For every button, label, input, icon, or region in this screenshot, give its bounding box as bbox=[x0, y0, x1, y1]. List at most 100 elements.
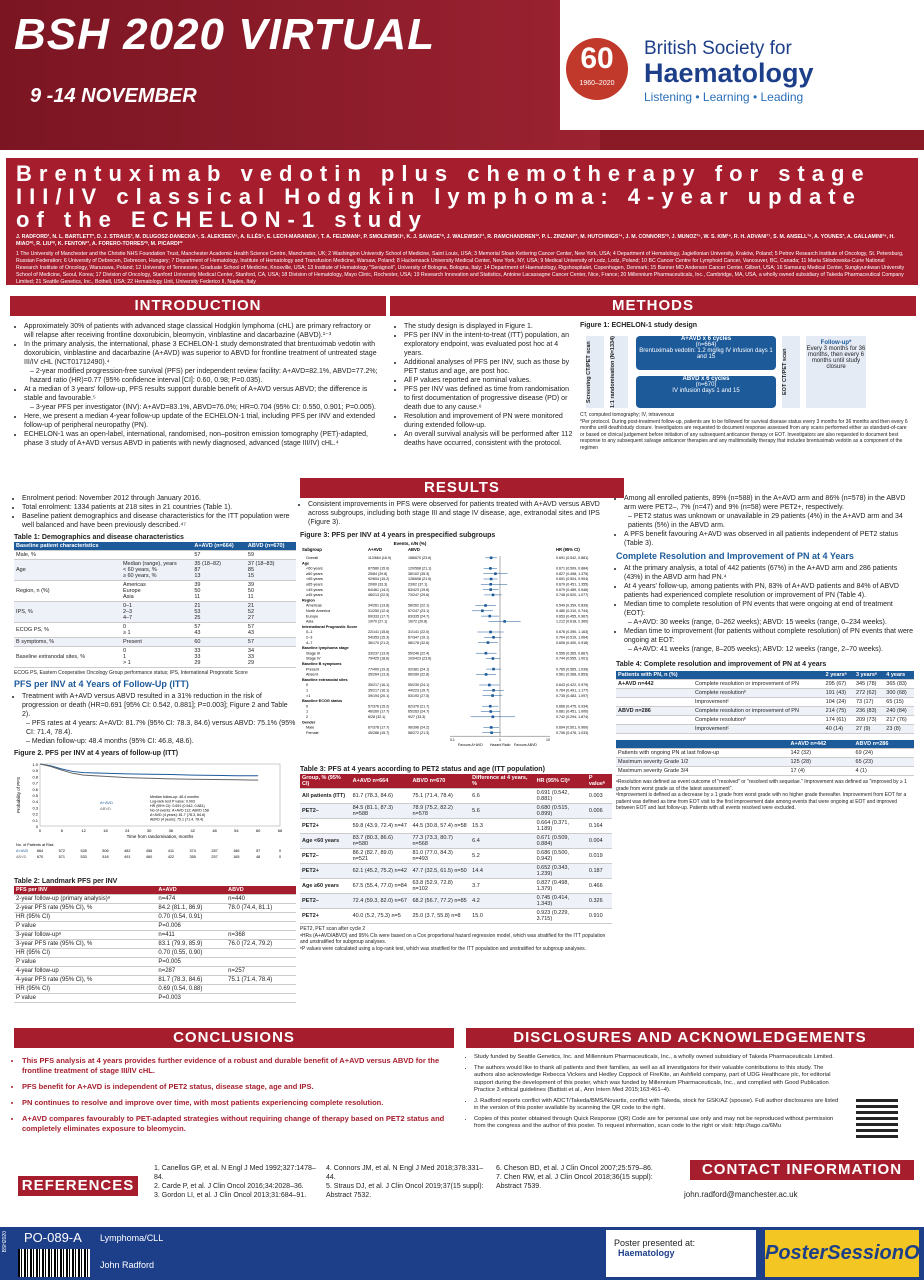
forest-row-label: 1 bbox=[306, 689, 308, 693]
table-row: Maximum severity Grade 1/2 125 (28) 65 (23… bbox=[616, 757, 914, 767]
table-cell: 0.664 (0.371, 1.189) bbox=[534, 818, 587, 834]
methods-item: An overall survival analysis will be per… bbox=[404, 430, 576, 448]
forest-hr: 0.556 (0.365, 0.867) bbox=[556, 651, 588, 655]
table-cell: n=411 bbox=[156, 930, 227, 940]
table-row: Age ≥60 years 67.5 (55.4, 77.0) n=84 63.8 … bbox=[300, 878, 612, 894]
qr-code[interactable] bbox=[856, 1096, 898, 1138]
forest-row-label: 0 bbox=[306, 683, 308, 687]
pn-item: – A+AVD: 30 weeks (range, 0–262 weeks); … bbox=[628, 619, 887, 626]
logo-line1: British Society for bbox=[644, 38, 792, 59]
forest-row-label: Male bbox=[306, 726, 314, 730]
km-risk-a: 482 bbox=[124, 849, 130, 853]
pfs-item: Treatment with A+AVD versus ABVD resulte… bbox=[22, 692, 296, 719]
forest-hr: 0.744 (0.555, 1.001) bbox=[556, 657, 588, 661]
references-col1: 1. Canellos GP, et al. N Engl J Med 1992… bbox=[154, 1164, 318, 1200]
table-row: Age <60 years 83.7 (80.3, 86.6) n=580 77.3… bbox=[300, 833, 612, 849]
forest-abvd: 44/223 (19.7) bbox=[408, 689, 429, 693]
km-risk-row-label: A+AVD bbox=[16, 849, 29, 853]
km-y-label: Probability of PFS bbox=[16, 777, 21, 813]
table-header-cell: ABVD n=670 bbox=[410, 774, 471, 789]
table-cell: n=257 bbox=[226, 966, 296, 976]
km-y-tick: 0.8 bbox=[32, 774, 38, 779]
table-row: PET2+ 62.1 (45.2, 75.2) n=42 47.7 (32.5, 6… bbox=[300, 863, 612, 879]
table-cell: 86.2 (82.7, 89.0) n=521 bbox=[350, 848, 411, 864]
table-cell: 295 (67) bbox=[823, 679, 854, 689]
table-cell: 2-year follow-up (primary analysis)ᵃ bbox=[14, 894, 157, 904]
table-cell: Age bbox=[14, 559, 121, 581]
table-cell: PET2– bbox=[300, 893, 351, 909]
conclusions-heading: CONCLUSIONS bbox=[14, 1028, 454, 1048]
table-cell: 5.2 bbox=[470, 848, 535, 864]
forest-abvd: 58/178 (32.6) bbox=[408, 641, 429, 645]
table-header-cell: Patients with PN, n (%) bbox=[616, 671, 693, 680]
forest-point bbox=[491, 657, 495, 660]
table1-title: Table 1: Demographics and disease charac… bbox=[14, 534, 184, 541]
presented-at-box: Poster presented at: Haematology bbox=[606, 1230, 756, 1277]
km-x-tick: 24 bbox=[125, 828, 130, 833]
forest-row-label: Region bbox=[302, 598, 316, 602]
pn-subheading: Complete Resolution and Improvement of P… bbox=[616, 551, 854, 561]
km-risk-b: 48 bbox=[256, 855, 260, 859]
forest-point bbox=[491, 593, 495, 597]
forest-aavd: 87/580 (15.0) bbox=[368, 567, 389, 571]
forest-aavd: 57/376 (15.2) bbox=[368, 704, 389, 708]
km-stats-line: ABVD (4 years): 75.1 (71.4, 78.4) bbox=[150, 818, 203, 822]
forest-hr: 0.666 (0.475, 0.934) bbox=[556, 704, 588, 708]
km-risk-b: 491 bbox=[124, 855, 130, 859]
reference-item: 2. Carde P, et al. J Clin Oncol 2016;34:… bbox=[154, 1183, 304, 1190]
table-cell: 44.5 (30.8, 57.4) n=58 bbox=[410, 818, 471, 834]
forest-aavd: 25/84 (29.8) bbox=[368, 572, 387, 576]
forest-aavd: 39/194 (20.1) bbox=[368, 694, 389, 698]
table-cell: 0.910 bbox=[586, 908, 612, 924]
forest-row-label: Americas bbox=[306, 604, 322, 608]
table-row: 2-year follow-up (primary analysis)ᵃ n=47… bbox=[14, 894, 296, 904]
table-cell: 214 (75) bbox=[823, 706, 854, 716]
forest-abvd: 128/608 (21.0) bbox=[408, 577, 431, 581]
table-header-cell: A+AVD (n=664) bbox=[192, 542, 246, 551]
banner-background bbox=[0, 0, 600, 150]
forest-row-label: Stage IV bbox=[306, 657, 321, 661]
table-cell: Present bbox=[120, 637, 193, 647]
poster-title-block: Brentuximab vedotin plus chemotherapy fo… bbox=[6, 158, 918, 285]
figure2-title: Figure 2. PFS per INV at 4 years of foll… bbox=[14, 750, 179, 757]
intro-item: In the primary analysis, the internation… bbox=[24, 340, 382, 367]
table-row: 3-year follow-upᵃ n=411 n=368 bbox=[14, 930, 296, 940]
contact-email[interactable]: john.radford@manchester.ac.uk bbox=[684, 1190, 798, 1199]
forest-abvd: 9/27 (33.3) bbox=[408, 715, 425, 719]
table-cell: 83.7 (80.3, 86.6) n=580 bbox=[350, 833, 411, 849]
table1-note: ECOG PS, Eastern Cooperative Oncology Gr… bbox=[14, 670, 248, 676]
logo-tagline: Listening • Learning • Leading bbox=[644, 90, 804, 104]
congress-title: BSH 2020 VIRTUAL bbox=[14, 10, 436, 59]
forest-row-label: Baseline lymphoma stage bbox=[302, 646, 349, 650]
table-header-cell bbox=[120, 542, 193, 551]
forest-row-label: <45 years bbox=[306, 588, 323, 592]
table3: Group, % (95% CI) A+AVD n=664 ABVD n=670 Di… bbox=[300, 774, 612, 924]
arm-b-box: ABVD x 6 cycles (n=670) IV infusion days… bbox=[636, 376, 776, 408]
km-frame bbox=[39, 763, 281, 827]
forest-abvd: 38/102 (35.3) bbox=[408, 572, 429, 576]
results-col2: Consistent improvements in PFS were obse… bbox=[300, 500, 612, 952]
table-cell bbox=[226, 912, 296, 922]
table-header-cell: ABVD bbox=[226, 886, 296, 895]
intro-item: – 3-year PFS per investigator (INV): A+A… bbox=[30, 404, 376, 411]
table-row: 4-year PFS rate (95% CI), % 81.7 (78.3, 8… bbox=[14, 975, 296, 985]
table-cell: 67.5 (55.4, 77.0) n=84 bbox=[350, 878, 411, 894]
references-band: REFERENCES 1. Canellos GP, et al. N Engl… bbox=[0, 1156, 924, 1226]
forest-row-label: North America bbox=[306, 609, 331, 613]
forest-abvd: 58/272 (21.3) bbox=[408, 731, 429, 735]
km-stats-line: Log-rank test P value: 0.003 bbox=[150, 800, 195, 804]
methods-heading: METHODS bbox=[390, 296, 916, 316]
forest-point bbox=[494, 572, 497, 575]
subgroup-list: Consistent improvements in PFS were obse… bbox=[300, 500, 612, 527]
forest-aavd: 36/170 (21.2) bbox=[368, 641, 389, 645]
table-cell: 65 (15) bbox=[884, 697, 914, 707]
methods-item: PFS per INV in the intent-to-treat (ITT)… bbox=[404, 331, 576, 358]
table-cell: 0.691 (0.542, 0.881) bbox=[534, 788, 587, 804]
followup-title: Follow-up* bbox=[820, 340, 852, 346]
table4-notes: ᵃResolution was defined as event outcome… bbox=[616, 779, 907, 811]
km-x-tick: 36 bbox=[169, 828, 174, 833]
figure1-notes: CT, computed tomography; IV, intravenous… bbox=[580, 412, 910, 451]
table-cell: PET2– bbox=[300, 803, 351, 819]
table-cell: PET2– bbox=[300, 848, 351, 864]
table-row: ABVD n=286 Complete resolution or improve… bbox=[616, 706, 914, 716]
